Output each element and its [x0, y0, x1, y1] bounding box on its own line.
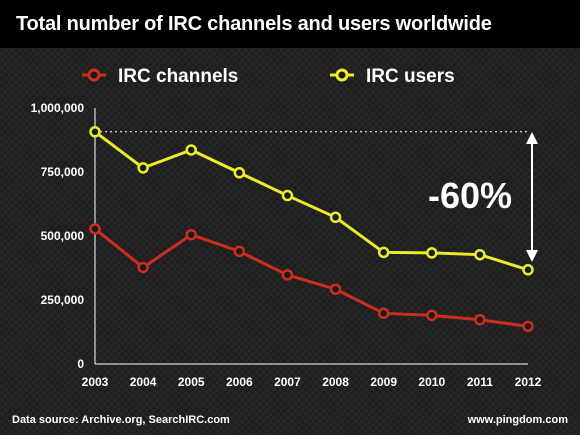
data-source-text: Data source: Archive.org, SearchIRC.com	[12, 414, 230, 426]
data-point	[281, 189, 294, 202]
legend-label-users: IRC users	[366, 66, 455, 87]
x-tick-labels: 2003 2004 2005 2006 2007 2008 2009 2010 2011 2012	[82, 375, 542, 389]
legend-item-users: IRC users	[330, 66, 455, 87]
legend: IRC channels IRC users	[82, 66, 455, 87]
data-point	[89, 126, 101, 138]
x-tick-label: 2006	[226, 375, 253, 389]
chart-title: Total number of IRC channels and users w…	[16, 12, 492, 35]
data-point	[281, 269, 294, 281]
data-point	[185, 228, 197, 241]
series-line	[94, 227, 529, 328]
x-tick-label: 2011	[467, 375, 493, 389]
legend-label-channels: IRC channels	[118, 66, 238, 87]
y-tick-label: 750,000	[41, 165, 85, 179]
data-point	[377, 307, 390, 320]
data-point	[137, 261, 149, 274]
x-tick-label: 2009	[370, 375, 397, 389]
series-irc-users	[89, 126, 534, 276]
data-point	[233, 167, 246, 179]
x-tick-label: 2005	[178, 375, 205, 389]
decline-arrow	[526, 132, 538, 262]
data-point	[474, 248, 486, 261]
x-tick-label: 2003	[82, 375, 109, 389]
site-url-text: www.pingdom.com	[467, 414, 568, 426]
data-point	[89, 223, 101, 235]
x-tick-label: 2004	[130, 375, 157, 389]
x-tick-label: 2008	[322, 375, 349, 389]
data-point	[377, 246, 390, 259]
legend-marker-channels	[87, 68, 101, 82]
legend-marker-users	[335, 68, 349, 82]
y-tick-label: 500,000	[41, 229, 85, 243]
series-line	[94, 130, 529, 272]
legend-item-channels: IRC channels	[82, 66, 238, 87]
data-point	[426, 247, 438, 259]
arrow-head-down	[526, 250, 538, 262]
data-point	[426, 309, 438, 322]
y-tick-label: 250,000	[41, 293, 85, 307]
x-tick-label: 2010	[418, 375, 445, 389]
y-tick-label: 1,000,000	[31, 101, 85, 115]
x-tick-label: 2012	[515, 375, 542, 389]
title-bar: Total number of IRC channels and users w…	[0, 0, 580, 48]
data-point	[522, 320, 534, 333]
data-point	[185, 144, 197, 156]
data-point	[137, 162, 149, 174]
arrow-head-up	[526, 132, 538, 144]
y-tick-label: 0	[77, 357, 84, 371]
data-point	[233, 245, 246, 258]
data-point	[474, 313, 486, 326]
decline-percent-label: -60%	[428, 175, 512, 216]
series-irc-channels	[89, 223, 534, 333]
y-tick-labels: 0 250,000 500,000 750,000 1,000,000	[31, 101, 85, 371]
data-point	[522, 264, 534, 276]
x-tick-label: 2007	[274, 375, 301, 389]
data-point	[329, 283, 342, 295]
data-point	[329, 211, 342, 224]
